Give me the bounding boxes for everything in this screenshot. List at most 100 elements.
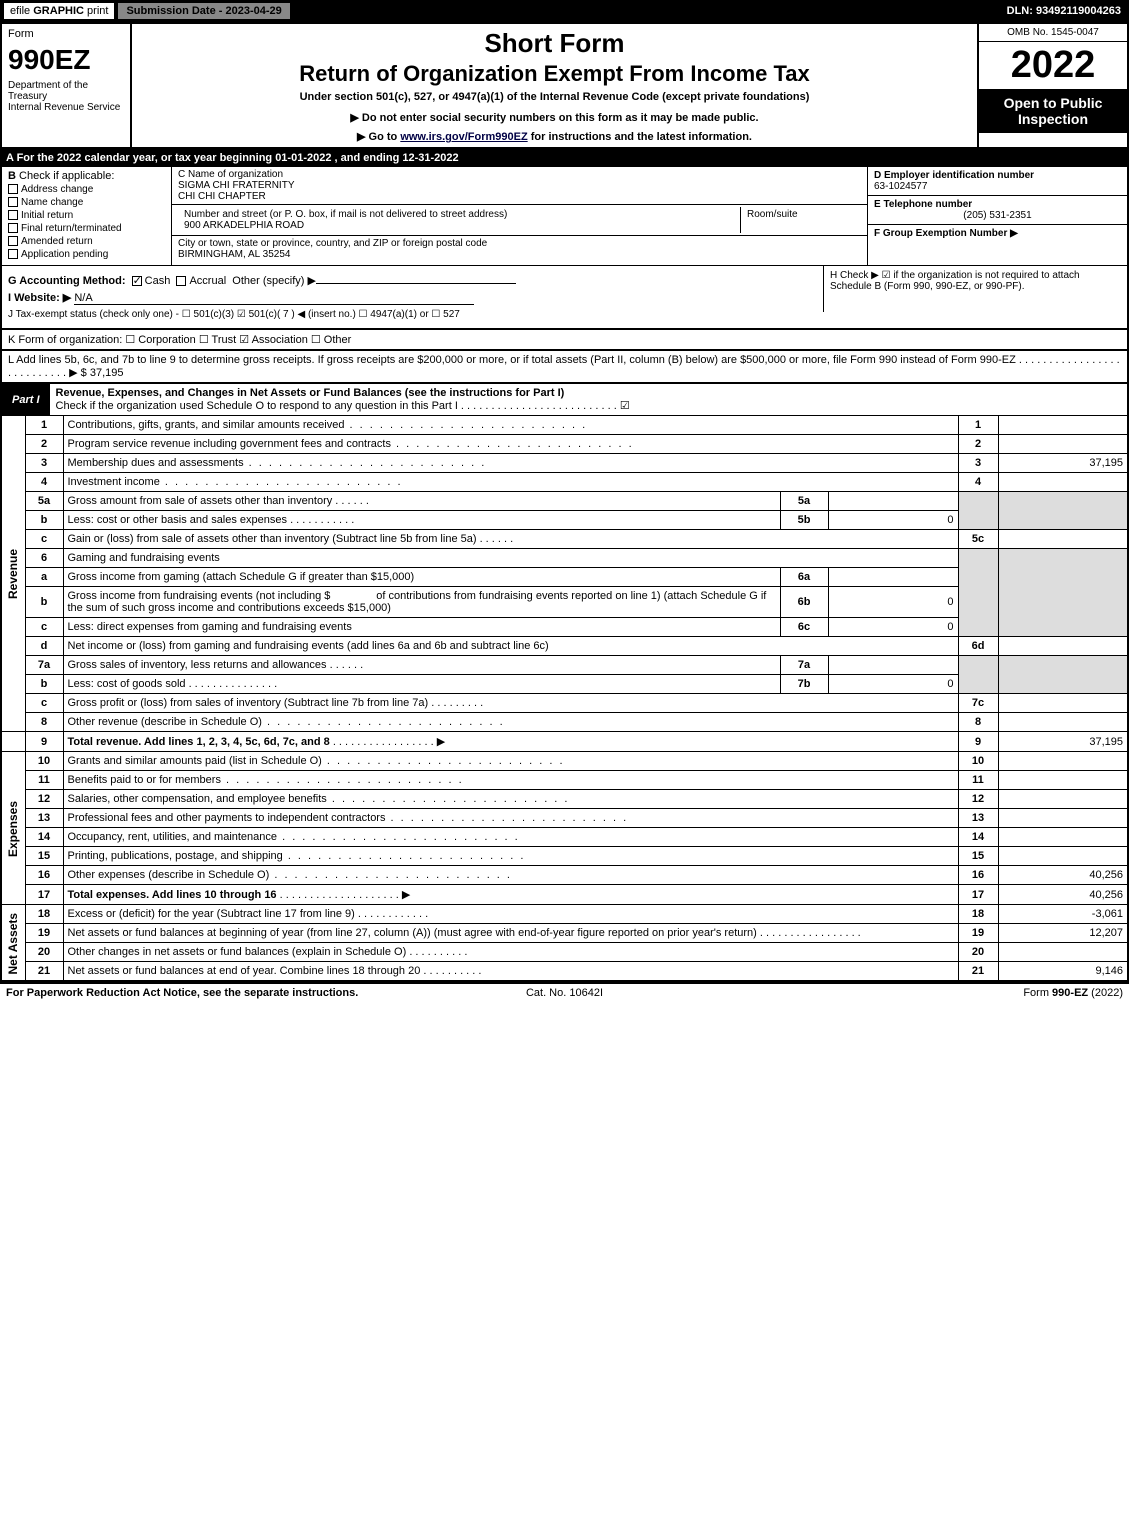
efile-graphic-print[interactable]: efile GRAPHIC print xyxy=(4,3,114,19)
line5b-subval: 0 xyxy=(828,511,958,530)
section-e-phone: E Telephone number (205) 531-2351 xyxy=(868,196,1127,225)
line1-desc: Contributions, gifts, grants, and simila… xyxy=(63,416,958,435)
line3-desc: Membership dues and assessments xyxy=(63,454,958,473)
line6b-subval: 0 xyxy=(828,587,958,618)
line6a-desc: Gross income from gaming (attach Schedul… xyxy=(63,568,780,587)
city-value: BIRMINGHAM, AL 35254 xyxy=(178,249,290,260)
irs-link[interactable]: www.irs.gov/Form990EZ xyxy=(400,131,527,143)
line21-desc: Net assets or fund balances at end of ye… xyxy=(63,962,958,982)
line18-desc: Excess or (deficit) for the year (Subtra… xyxy=(63,905,958,924)
part1-title: Revenue, Expenses, and Changes in Net As… xyxy=(50,384,1127,415)
line11-desc: Benefits paid to or for members xyxy=(63,771,958,790)
chk-address-change[interactable]: Address change xyxy=(8,184,165,195)
line6a-num: a xyxy=(25,568,63,587)
efile-graphic: GRAPHIC xyxy=(33,5,84,17)
line16-desc: Other expenses (describe in Schedule O) xyxy=(63,866,958,885)
part1-label: Part I xyxy=(2,391,50,409)
goto-post: for instructions and the latest informat… xyxy=(528,131,752,143)
line14-num: 14 xyxy=(25,828,63,847)
line15-value xyxy=(998,847,1128,866)
line4-value xyxy=(998,473,1128,492)
line17-rnum: 17 xyxy=(958,885,998,905)
line11-value xyxy=(998,771,1128,790)
goto-pre: ▶ Go to xyxy=(357,131,400,143)
chk-name-change[interactable]: Name change xyxy=(8,197,165,208)
return-title: Return of Organization Exempt From Incom… xyxy=(136,61,973,87)
line19-desc: Net assets or fund balances at beginning… xyxy=(63,924,958,943)
line6a-sub: 6a xyxy=(780,568,828,587)
city-label: City or town, state or province, country… xyxy=(178,238,487,249)
line18-rnum: 18 xyxy=(958,905,998,924)
line9-num: 9 xyxy=(25,732,63,752)
line16-rnum: 16 xyxy=(958,866,998,885)
chk-label: Initial return xyxy=(21,210,73,221)
line7c-rnum: 7c xyxy=(958,694,998,713)
line14-rnum: 14 xyxy=(958,828,998,847)
footer-right-post: (2022) xyxy=(1088,987,1123,999)
line5a-desc: Gross amount from sale of assets other t… xyxy=(63,492,780,511)
expenses-vertical: Expenses xyxy=(1,752,25,905)
line15-rnum: 15 xyxy=(958,847,998,866)
page-footer: For Paperwork Reduction Act Notice, see … xyxy=(0,982,1129,1002)
line18-num: 18 xyxy=(25,905,63,924)
chk-label: Address change xyxy=(21,184,93,195)
efile-header-bar: efile GRAPHIC print Submission Date - 20… xyxy=(0,0,1129,22)
line7b-sub: 7b xyxy=(780,675,828,694)
line6d-value xyxy=(998,637,1128,656)
line17-num: 17 xyxy=(25,885,63,905)
chk-initial-return[interactable]: Initial return xyxy=(8,210,165,221)
line6d-num: d xyxy=(25,637,63,656)
line13-rnum: 13 xyxy=(958,809,998,828)
chk-label: Amended return xyxy=(21,236,93,247)
line20-rnum: 20 xyxy=(958,943,998,962)
section-k: K Form of organization: ☐ Corporation ☐ … xyxy=(0,330,1129,351)
under-section: Under section 501(c), 527, or 4947(a)(1)… xyxy=(136,91,973,103)
line6d-desc: Net income or (loss) from gaming and fun… xyxy=(63,637,958,656)
line5c-desc: Gain or (loss) from sale of assets other… xyxy=(63,530,958,549)
form-number: 990EZ xyxy=(8,40,124,80)
chk-final-return[interactable]: Final return/terminated xyxy=(8,223,165,234)
submission-date: Submission Date - 2023-04-29 xyxy=(118,3,289,19)
line21-value: 9,146 xyxy=(998,962,1128,982)
org-sub: CHI CHI CHAPTER xyxy=(178,191,266,202)
line7a-num: 7a xyxy=(25,656,63,675)
line7a-subval xyxy=(828,656,958,675)
line4-rnum: 4 xyxy=(958,473,998,492)
section-c-name: C Name of organization SIGMA CHI FRATERN… xyxy=(172,167,867,205)
line21-num: 21 xyxy=(25,962,63,982)
section-b-label: B Check if applicable: xyxy=(8,170,165,182)
line6c-subval: 0 xyxy=(828,618,958,637)
cash-label: Cash xyxy=(145,275,171,287)
line2-num: 2 xyxy=(25,435,63,454)
line9-desc: Total revenue. Add lines 1, 2, 3, 4, 5c,… xyxy=(63,732,958,752)
part1-header: Part I Revenue, Expenses, and Changes in… xyxy=(0,384,1129,415)
line6-num: 6 xyxy=(25,549,63,568)
line14-desc: Occupancy, rent, utilities, and maintena… xyxy=(63,828,958,847)
irs-label: Internal Revenue Service xyxy=(8,102,124,113)
line5a-sub: 5a xyxy=(780,492,828,511)
l-amount: 37,195 xyxy=(90,367,124,379)
line3-rnum: 3 xyxy=(958,454,998,473)
line1-value xyxy=(998,416,1128,435)
section-ghij: H Check ▶ ☑ if the organization is not r… xyxy=(0,265,1129,330)
chk-accrual[interactable] xyxy=(176,276,186,286)
chk-label: Application pending xyxy=(21,249,108,260)
section-c-street: Number and street (or P. O. box, if mail… xyxy=(172,205,867,236)
chk-application-pending[interactable]: Application pending xyxy=(8,249,165,260)
line7-shade xyxy=(958,656,998,694)
line6-shade xyxy=(958,549,998,637)
g-label: G Accounting Method: xyxy=(8,275,126,287)
line13-desc: Professional fees and other payments to … xyxy=(63,809,958,828)
line19-num: 19 xyxy=(25,924,63,943)
line21-rnum: 21 xyxy=(958,962,998,982)
chk-cash[interactable] xyxy=(132,276,142,286)
footer-right-pre: Form xyxy=(1023,987,1052,999)
line3-num: 3 xyxy=(25,454,63,473)
line4-num: 4 xyxy=(25,473,63,492)
part1-schedule-o: Check if the organization used Schedule … xyxy=(56,400,630,412)
line10-value xyxy=(998,752,1128,771)
line5a-subval xyxy=(828,492,958,511)
line5c-rnum: 5c xyxy=(958,530,998,549)
chk-amended-return[interactable]: Amended return xyxy=(8,236,165,247)
efile-prefix: efile xyxy=(10,5,33,17)
